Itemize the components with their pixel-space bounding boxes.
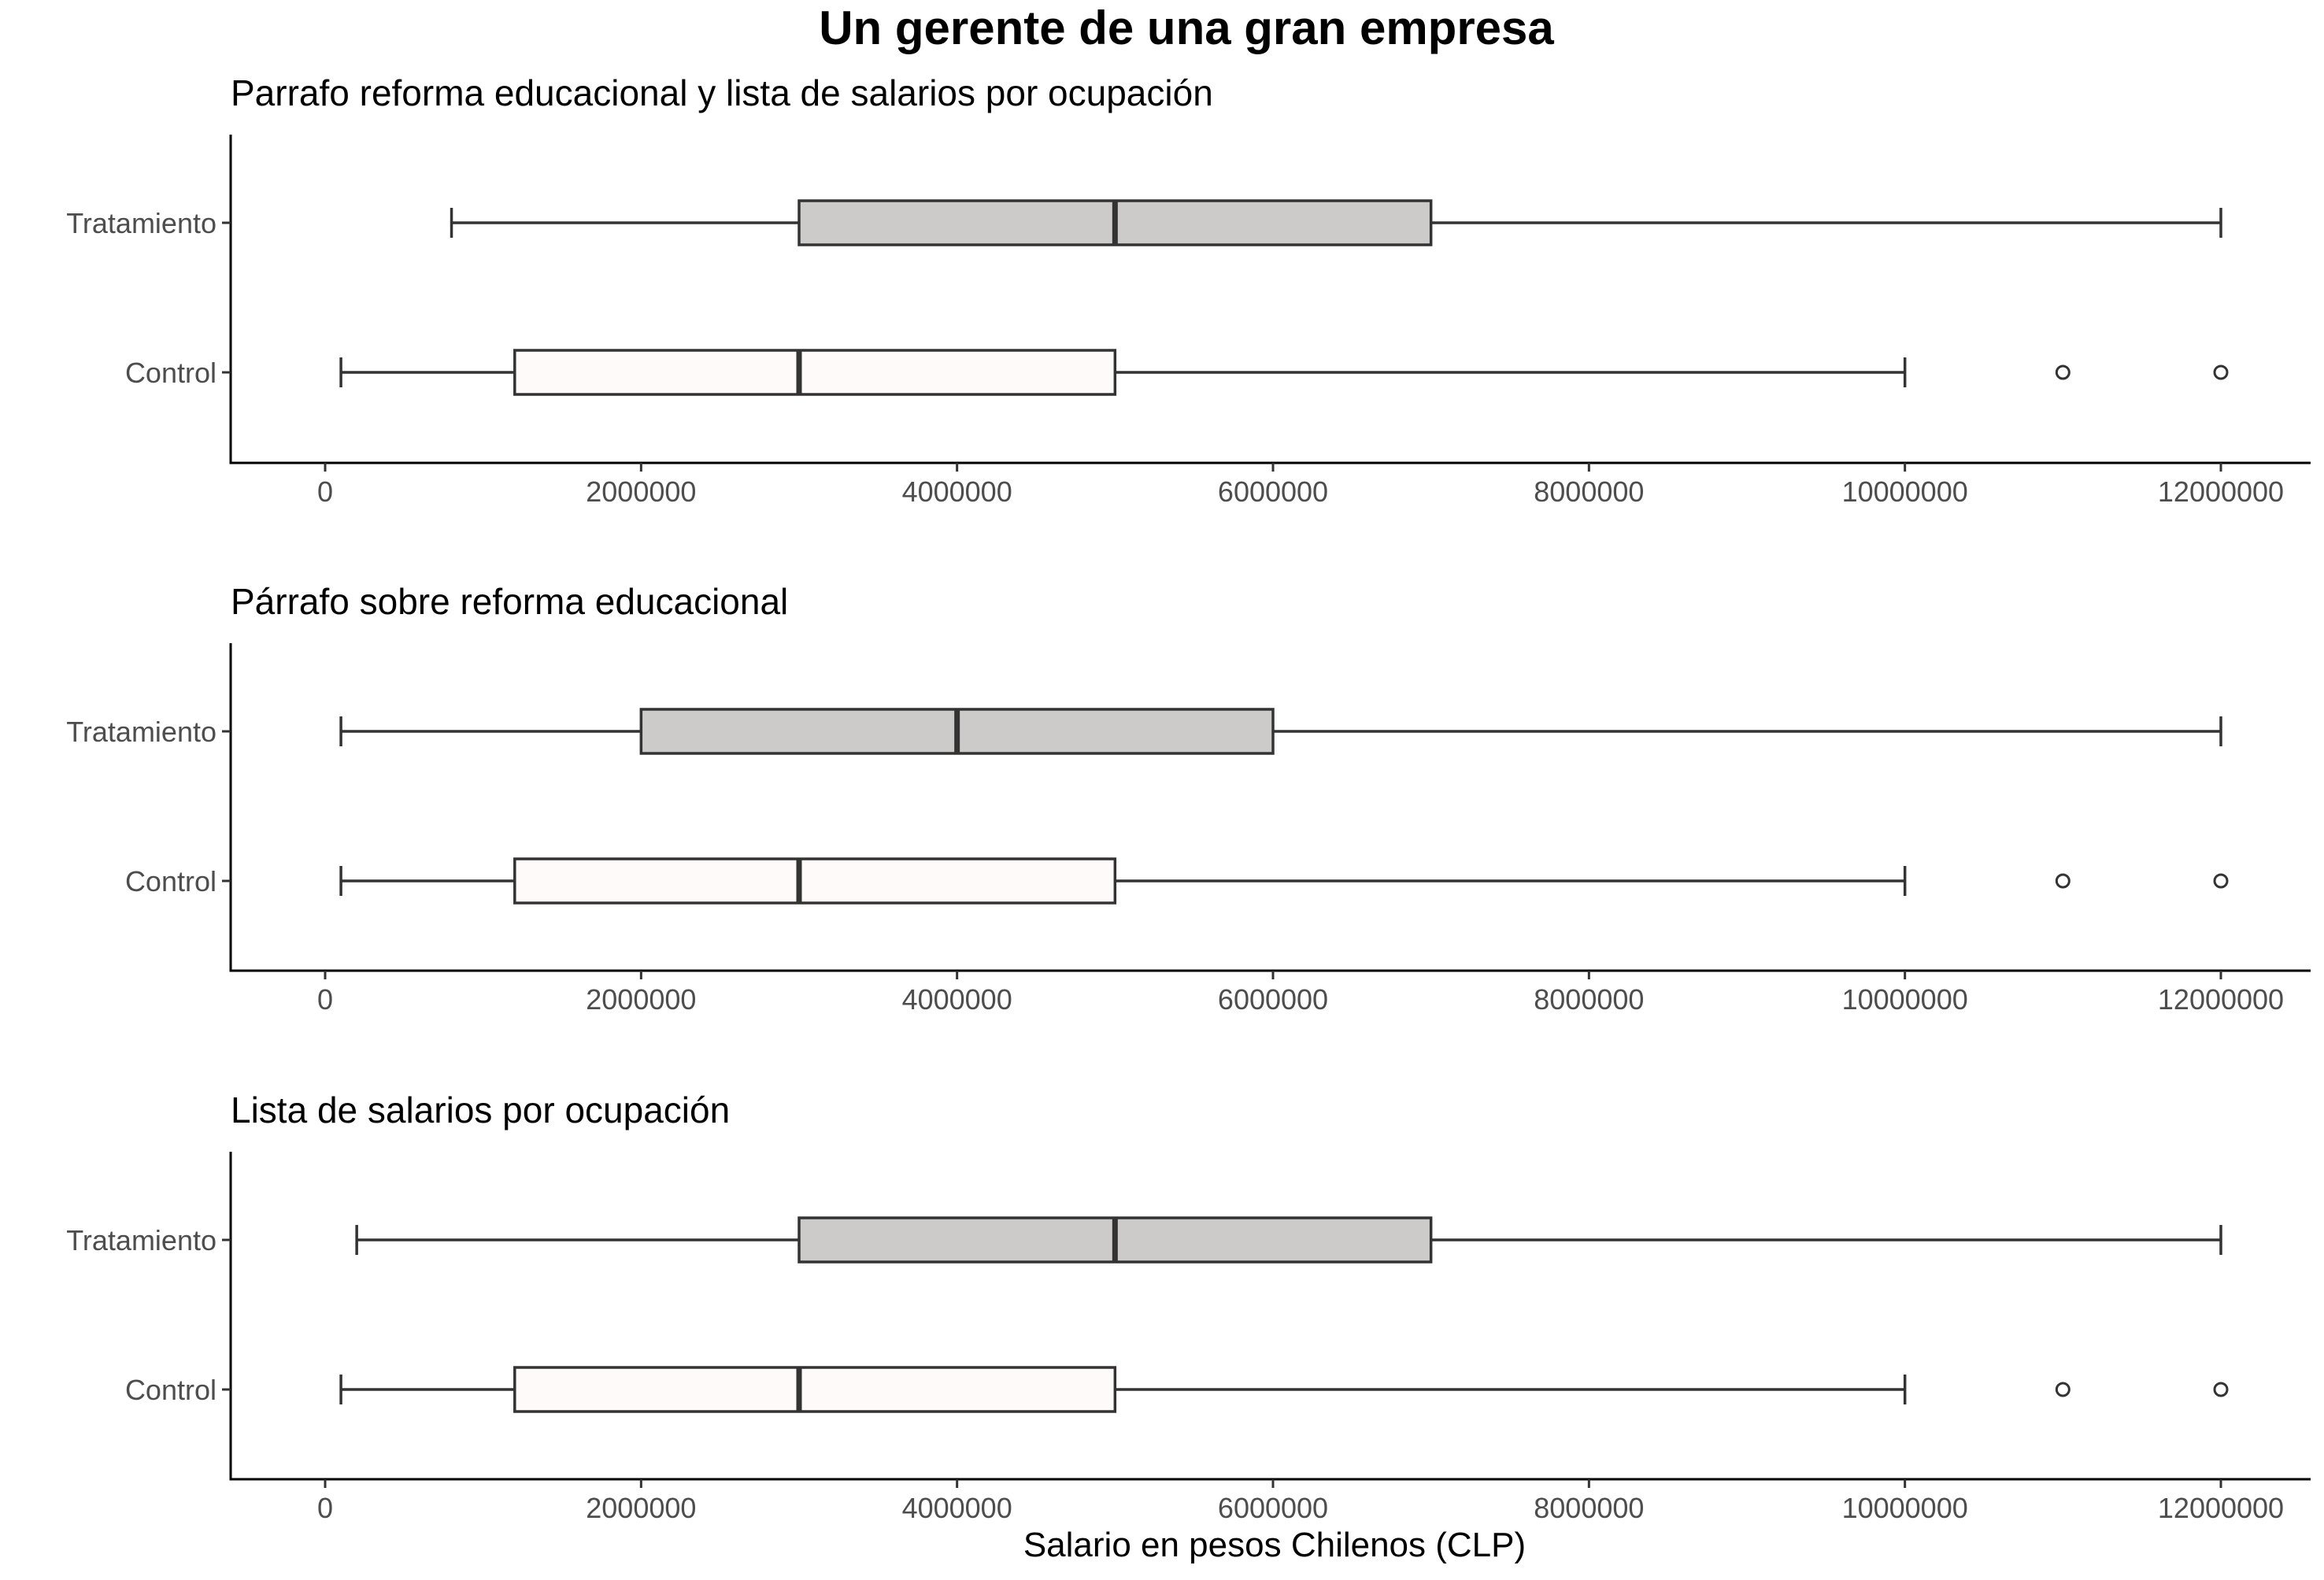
- outlier-point: [2055, 873, 2071, 889]
- y-tick-label: Control: [125, 1374, 216, 1406]
- y-tick-label: Tratamiento: [66, 716, 216, 748]
- outlier-point: [2055, 364, 2071, 380]
- box-tratamiento: [450, 199, 2222, 246]
- x-tick-label: 12000000: [2158, 1492, 2284, 1524]
- panel-subtitle: Lista de salarios por ocupación: [231, 1090, 730, 1130]
- outlier-point: [2055, 1382, 2071, 1397]
- outlier-point: [2213, 364, 2229, 380]
- x-tick-label: 4000000: [902, 1492, 1012, 1524]
- x-tick-label: 2000000: [586, 1492, 696, 1524]
- panel-3: Lista de salarios por ocupación 0 2000000 4…: [66, 1090, 2311, 1524]
- box-tratamiento: [355, 1216, 2222, 1264]
- chart-title: Un gerente de una gran empresa: [819, 2, 1554, 54]
- box-iqr: [513, 349, 1117, 396]
- x-tick-label: 0: [317, 1492, 333, 1524]
- x-tick-label: 0: [317, 475, 333, 508]
- x-tick-label: 2000000: [586, 983, 696, 1016]
- x-tick-label: 10000000: [1842, 983, 1968, 1016]
- x-tick-label: 0: [317, 983, 333, 1016]
- box-control: [339, 349, 2229, 396]
- x-axis-title: Salario en pesos Chilenos (CLP): [1023, 1526, 1526, 1564]
- y-tick-label: Control: [125, 357, 216, 389]
- box-control: [339, 1366, 2229, 1413]
- x-tick-label: 12000000: [2158, 983, 2284, 1016]
- x-tick-label: 4000000: [902, 983, 1012, 1016]
- outlier-point: [2213, 873, 2229, 889]
- x-tick-label: 6000000: [1218, 983, 1328, 1016]
- panels-layer: Parrafo reforma educacional y lista de s…: [66, 72, 2311, 1524]
- y-tick-label: Control: [125, 865, 216, 897]
- x-tick-label: 6000000: [1218, 475, 1328, 508]
- box-tratamiento: [339, 708, 2222, 755]
- x-tick-label: 4000000: [902, 475, 1012, 508]
- panel-2: Párrafo sobre reforma educacional 0 200000…: [66, 581, 2311, 1016]
- x-tick-label: 10000000: [1842, 475, 1968, 508]
- panel-1: Parrafo reforma educacional y lista de s…: [66, 72, 2311, 508]
- x-tick-label: 2000000: [586, 475, 696, 508]
- x-tick-label: 8000000: [1534, 475, 1644, 508]
- x-tick-label: 8000000: [1534, 1492, 1644, 1524]
- box-iqr: [513, 857, 1117, 905]
- x-tick-label: 8000000: [1534, 983, 1644, 1016]
- x-tick-label: 12000000: [2158, 475, 2284, 508]
- box-control: [339, 857, 2229, 905]
- y-tick-label: Tratamiento: [66, 207, 216, 239]
- panel-subtitle: Parrafo reforma educacional y lista de s…: [231, 72, 1213, 113]
- y-tick-label: Tratamiento: [66, 1224, 216, 1256]
- outlier-point: [2213, 1382, 2229, 1397]
- box-iqr: [513, 1366, 1117, 1413]
- panel-subtitle: Párrafo sobre reforma educacional: [231, 581, 788, 622]
- x-tick-label: 10000000: [1842, 1492, 1968, 1524]
- x-tick-label: 6000000: [1218, 1492, 1328, 1524]
